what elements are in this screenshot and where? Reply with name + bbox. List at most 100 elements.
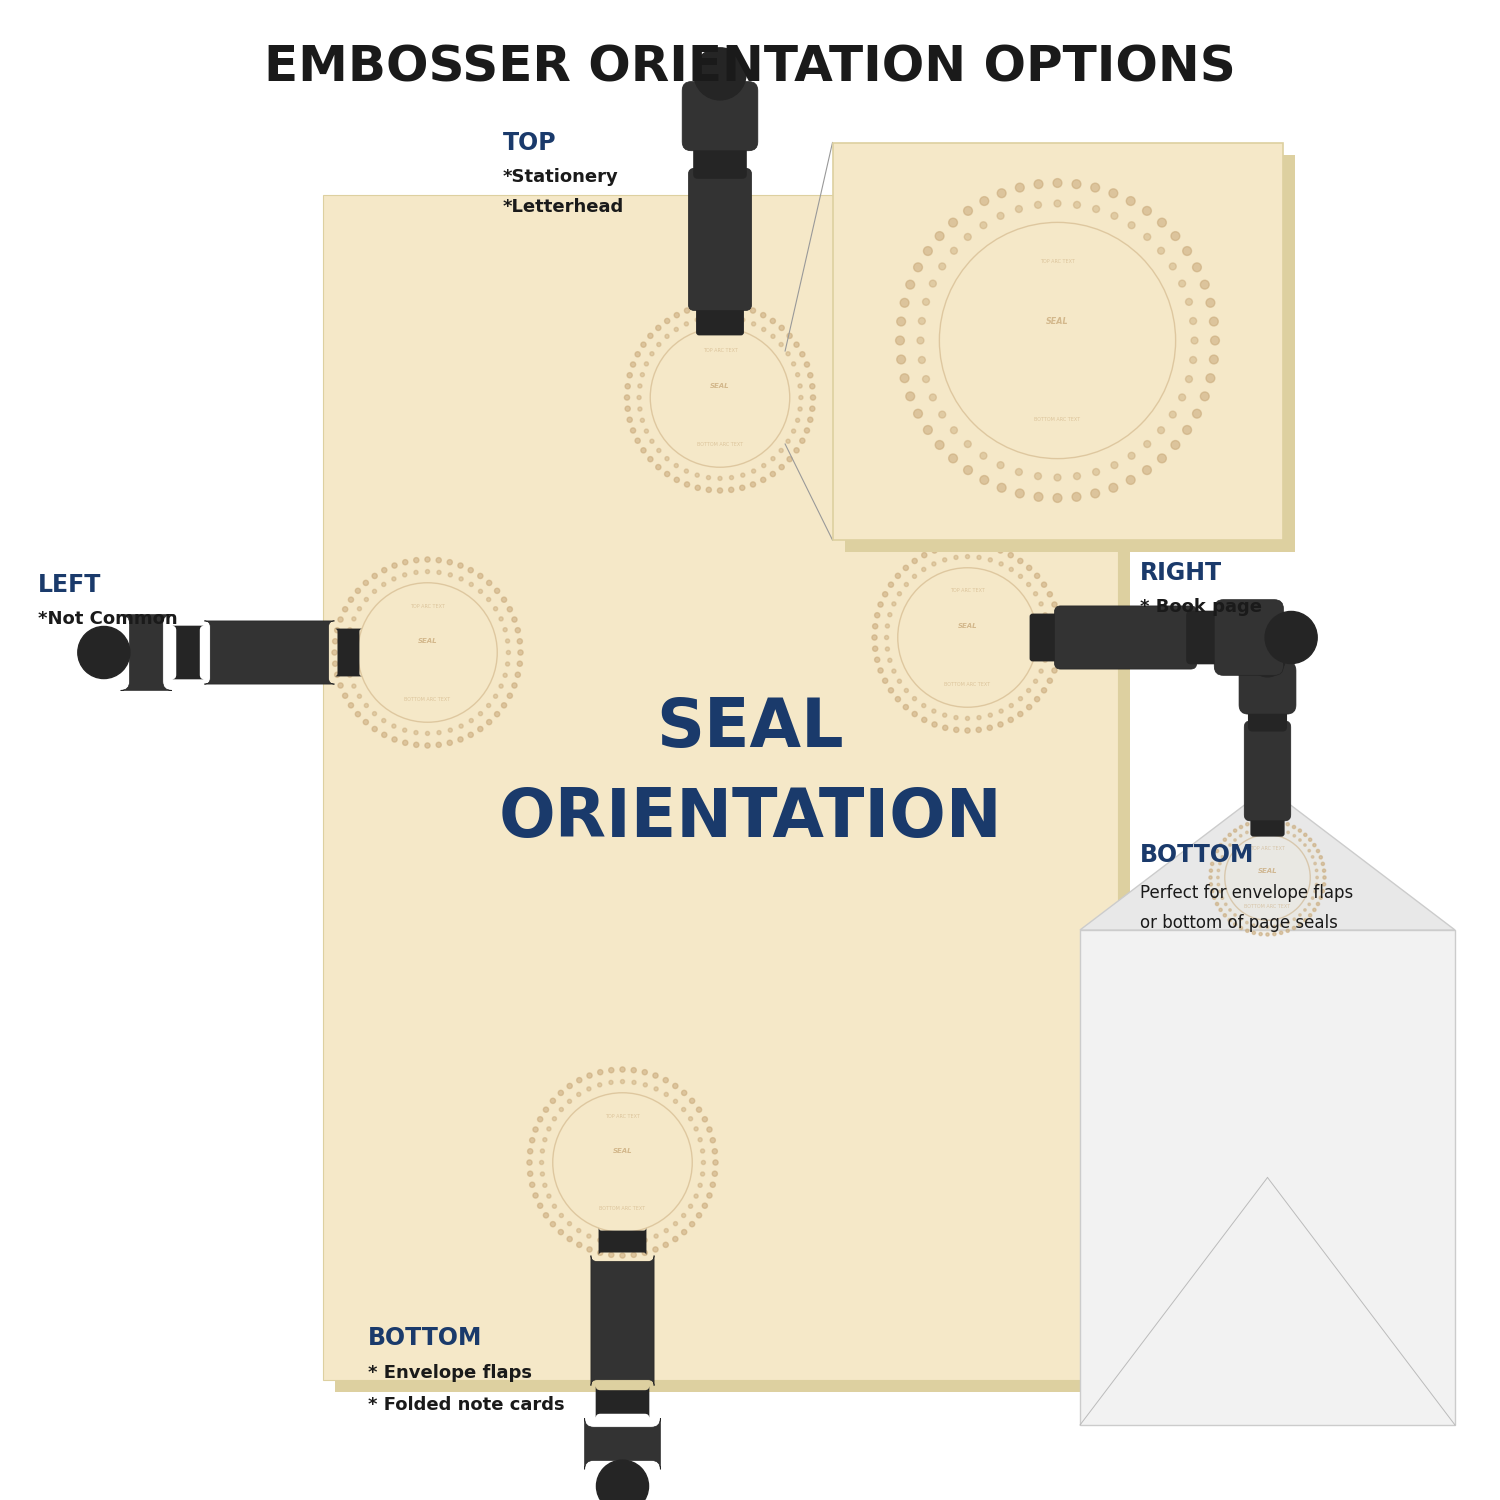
Circle shape [684,470,688,472]
Circle shape [640,447,646,453]
Circle shape [939,411,945,419]
Circle shape [640,372,645,376]
Circle shape [664,456,669,460]
Circle shape [1016,468,1023,476]
Circle shape [694,1194,698,1198]
Circle shape [792,429,795,433]
Circle shape [688,1204,693,1209]
Circle shape [712,1149,717,1154]
FancyBboxPatch shape [1214,600,1284,675]
Circle shape [552,1204,556,1209]
Circle shape [906,280,915,290]
Circle shape [918,357,926,363]
Circle shape [980,196,988,206]
Circle shape [650,351,654,355]
Circle shape [567,1236,573,1242]
Circle shape [1182,246,1191,255]
Circle shape [795,372,800,376]
Circle shape [976,543,981,548]
Circle shape [1258,827,1262,830]
Text: TOP ARC TEXT: TOP ARC TEXT [1040,260,1076,264]
Circle shape [663,1242,669,1248]
Circle shape [333,662,338,666]
Circle shape [897,680,902,684]
Circle shape [998,548,1004,554]
Circle shape [672,1236,678,1242]
Circle shape [1308,839,1312,842]
Circle shape [804,362,810,368]
Circle shape [1274,933,1276,936]
Circle shape [540,1172,544,1176]
Circle shape [1216,868,1219,871]
Circle shape [702,1203,708,1209]
Circle shape [778,342,783,346]
Circle shape [1034,680,1038,684]
Circle shape [1179,280,1185,286]
Circle shape [1206,298,1215,307]
Circle shape [1052,668,1058,674]
Circle shape [698,1137,702,1142]
Circle shape [1143,207,1152,216]
Circle shape [458,562,464,568]
Circle shape [912,558,918,564]
Circle shape [930,280,936,286]
Circle shape [558,1090,564,1095]
Circle shape [897,356,906,364]
Circle shape [1209,876,1212,879]
Circle shape [684,322,688,326]
Circle shape [638,384,642,388]
Circle shape [567,1083,573,1089]
Circle shape [333,639,338,644]
FancyBboxPatch shape [585,1419,660,1470]
Circle shape [334,627,340,633]
Circle shape [798,406,802,411]
Circle shape [503,674,507,678]
Circle shape [664,1228,669,1233]
Circle shape [1299,914,1300,916]
Text: EMBOSSER ORIENTATION OPTIONS: EMBOSSER ORIENTATION OPTIONS [264,44,1236,92]
Circle shape [694,48,746,100]
Circle shape [1323,876,1326,879]
Circle shape [1287,921,1290,924]
Circle shape [530,1137,536,1143]
Circle shape [1010,567,1014,572]
Circle shape [942,712,946,717]
Circle shape [810,394,816,400]
Circle shape [903,566,909,570]
Circle shape [729,315,734,320]
Circle shape [512,682,518,688]
Circle shape [871,634,877,640]
Circle shape [1239,927,1242,930]
Circle shape [644,1083,648,1088]
Circle shape [414,558,419,562]
Circle shape [1299,922,1302,926]
Circle shape [1252,924,1256,927]
Circle shape [878,668,884,674]
Circle shape [1239,825,1242,828]
Circle shape [710,1182,716,1188]
Circle shape [381,732,387,738]
Circle shape [640,342,646,348]
Circle shape [874,612,880,618]
Circle shape [500,684,502,688]
Circle shape [792,362,795,366]
Circle shape [1222,914,1227,916]
Circle shape [1228,909,1232,910]
Circle shape [630,362,636,368]
Circle shape [645,362,648,366]
Circle shape [892,602,896,606]
Circle shape [1245,831,1248,834]
Text: SEAL: SEAL [417,639,438,645]
Circle shape [1224,849,1227,852]
Circle shape [664,1092,669,1096]
Circle shape [672,1083,678,1089]
Circle shape [364,597,369,602]
FancyBboxPatch shape [120,615,171,690]
Circle shape [762,464,766,468]
Circle shape [530,1182,536,1188]
Circle shape [1286,822,1290,827]
Circle shape [1053,178,1062,188]
Circle shape [620,1066,626,1072]
Circle shape [528,1172,532,1176]
Circle shape [717,488,723,494]
